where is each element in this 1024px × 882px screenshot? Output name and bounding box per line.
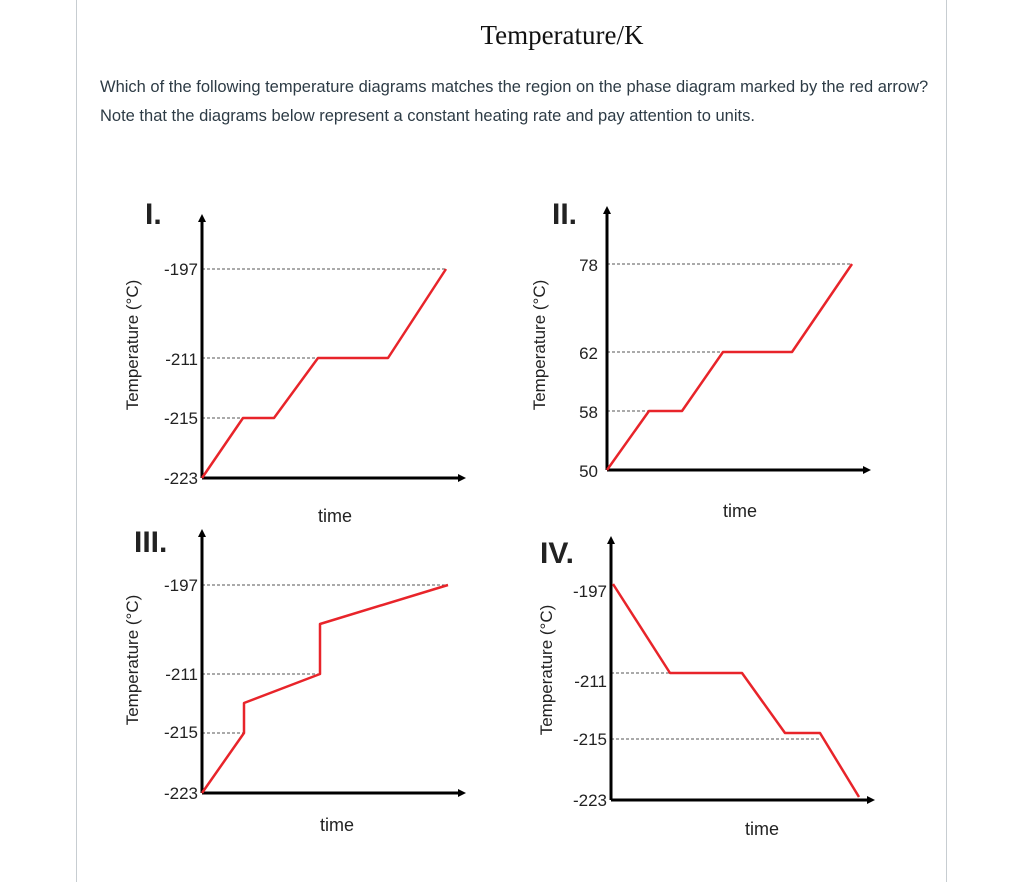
- tick-II-0: 78: [579, 256, 598, 275]
- chart-label-I: I.: [145, 198, 162, 231]
- tick-III-0: -197: [164, 576, 198, 595]
- x-axis-label-III: time: [320, 815, 354, 835]
- y-axis-label-III: Temperature (°C): [123, 595, 142, 726]
- tick-IV-3: -223: [573, 791, 607, 810]
- chart-label-III: III.: [134, 526, 167, 559]
- tick-I-2: -215: [164, 409, 198, 428]
- tick-IV-1: -211: [574, 672, 607, 691]
- heating-curve-II: [605, 263, 854, 471]
- tick-I-1: -211: [165, 350, 198, 369]
- heating-curve-III: [200, 583, 449, 794]
- y-axis-label-II: Temperature (°C): [530, 280, 549, 411]
- y-ticks-II: 78 62 58 50: [579, 256, 598, 481]
- tick-II-1: 62: [579, 344, 598, 363]
- y-ticks-IV: -197 -211 -215 -223: [573, 582, 607, 810]
- tick-II-2: 58: [579, 403, 598, 422]
- phase-diagram-axis-title: Temperature/K: [480, 20, 644, 50]
- content-border-left: [76, 0, 77, 882]
- tick-I-3: -223: [164, 469, 198, 488]
- y-ticks-I: -197 -211 -215 -223: [164, 260, 198, 488]
- tick-II-3: 50: [579, 462, 598, 481]
- x-axis-label-I: time: [318, 506, 352, 526]
- tick-IV-2: -215: [573, 730, 607, 749]
- content-border-right: [946, 0, 947, 882]
- question-text: Which of the following temperature diagr…: [100, 78, 929, 125]
- chart-III: III. Temperature (°C) -197 -211 -215 -22…: [123, 526, 466, 835]
- tick-III-1: -211: [165, 665, 198, 684]
- y-axis-label-IV: Temperature (°C): [537, 605, 556, 736]
- guide-lines-IV: [611, 672, 820, 740]
- chart-IV: IV. Temperature (°C) -197 -211 -215 -223…: [537, 536, 875, 839]
- chart-label-II: II.: [552, 198, 577, 231]
- guide-lines-III: [202, 584, 448, 734]
- y-ticks-III: -197 -211 -215 -223: [164, 576, 198, 803]
- tick-III-2: -215: [164, 723, 198, 742]
- cooling-curve-IV: [611, 583, 861, 798]
- chart-label-IV: IV.: [540, 537, 574, 570]
- x-axis-label-II: time: [723, 501, 757, 521]
- x-axis-label-IV: time: [745, 819, 779, 839]
- guide-lines-I: [202, 268, 446, 419]
- heating-curve-I: [200, 268, 448, 479]
- chart-I: I. Temperature (°C) -197 -211 -215 -223 …: [123, 198, 466, 526]
- guide-lines-II: [607, 263, 852, 412]
- tick-IV-0: -197: [573, 582, 607, 601]
- tick-III-3: -223: [164, 784, 198, 803]
- tick-I-0: -197: [164, 260, 198, 279]
- y-axis-label-I: Temperature (°C): [123, 280, 142, 411]
- chart-II: II. Temperature (°C) 78 62 58 50 time: [530, 198, 871, 521]
